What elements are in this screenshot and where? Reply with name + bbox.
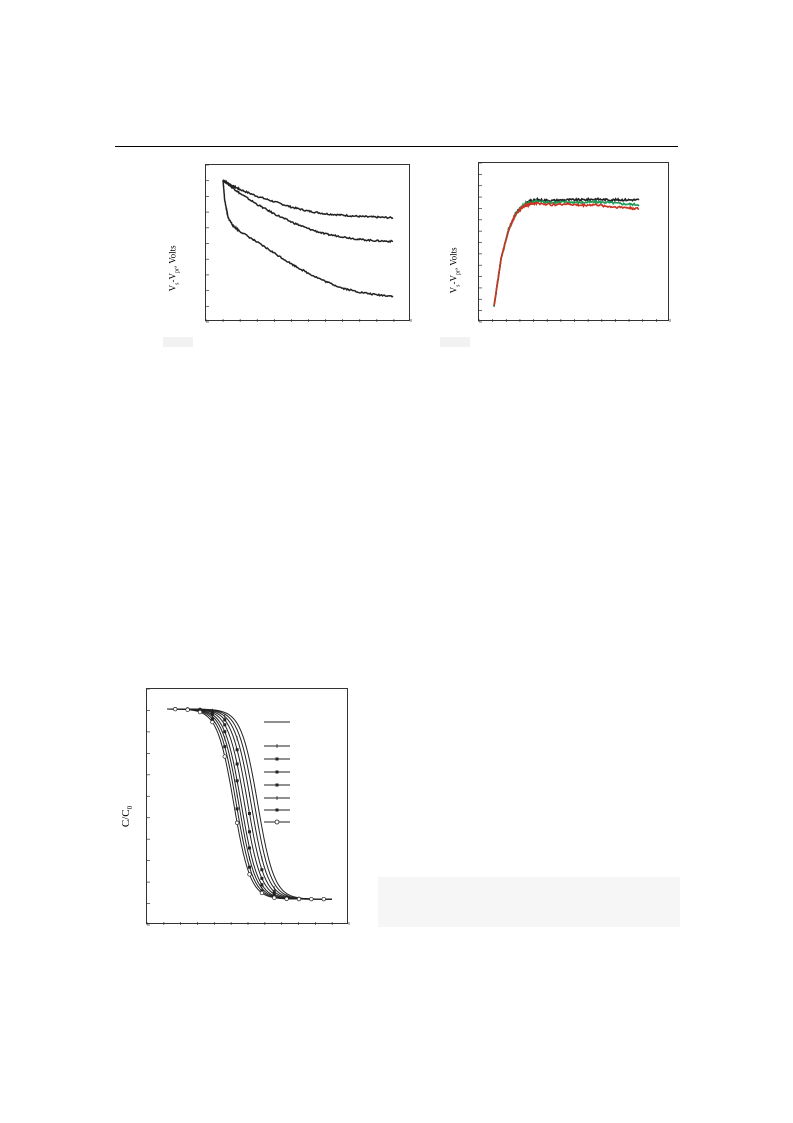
bottom-marker — [210, 719, 215, 725]
bottom-marker — [248, 846, 251, 850]
bottom-marker — [185, 707, 190, 712]
bottom-marker — [272, 890, 276, 894]
bottom-marker — [197, 709, 203, 715]
bottom-marker — [210, 711, 214, 715]
bottom-series-line — [166, 708, 333, 900]
bottom-marker — [173, 707, 178, 712]
bottom-marker — [248, 865, 251, 869]
bottom-marker — [247, 872, 252, 877]
bottom-series-line — [166, 708, 333, 900]
figure-top-left — [205, 164, 412, 323]
bottom-marker — [222, 754, 227, 759]
bottom-marker — [223, 718, 227, 722]
caption-placeholder — [378, 877, 680, 927]
legend-marker — [274, 819, 280, 825]
bottom-marker — [309, 896, 314, 902]
plot-top-left-svg — [205, 164, 412, 323]
bottom-marker — [210, 717, 214, 721]
y-axis-label-top-right: Vs-Vpr, Volts — [448, 247, 462, 294]
bottom-marker — [321, 896, 326, 902]
legend-marker — [275, 770, 279, 774]
y-axis-label-top-left: Vs-Vpr, Volts — [167, 245, 181, 292]
bottom-marker — [223, 730, 227, 734]
bottom-marker — [260, 876, 264, 880]
legend-marker — [275, 783, 279, 787]
bottom-marker — [259, 890, 265, 896]
bottom-marker — [235, 807, 239, 811]
bottom-series-line — [166, 708, 333, 900]
bottom-series-line — [166, 708, 333, 900]
bottom-marker — [235, 779, 239, 783]
top-left-series-line — [222, 179, 394, 220]
top-right-series-line — [493, 201, 640, 306]
plot-top-right-svg — [478, 162, 671, 323]
bottom-series-line — [166, 708, 333, 900]
legend-marker — [275, 808, 279, 812]
figure-label-placeholder-left — [163, 337, 193, 347]
plot-bottom-svg — [146, 688, 350, 926]
top-right-series-line — [493, 198, 640, 307]
bottom-marker — [223, 723, 227, 727]
bottom-series-line — [166, 708, 333, 900]
bottom-marker — [235, 762, 239, 766]
bottom-marker — [223, 745, 227, 749]
bottom-marker — [296, 896, 302, 902]
bottom-marker — [272, 892, 276, 896]
bottom-series-line — [166, 708, 333, 900]
bottom-marker — [234, 820, 240, 825]
bottom-series-line — [166, 708, 333, 900]
bottom-marker — [272, 895, 277, 900]
bottom-marker — [260, 868, 264, 872]
header-rule — [115, 146, 678, 147]
figure-bottom — [146, 688, 350, 926]
bottom-marker — [235, 748, 239, 752]
bottom-marker — [248, 812, 251, 816]
y-axis-label-bottom: C/C0 — [119, 805, 135, 828]
bottom-marker — [248, 830, 251, 834]
bottom-marker — [260, 883, 264, 887]
top-left-series-line — [222, 179, 394, 298]
bottom-series-line — [166, 708, 333, 900]
figure-top-right — [478, 162, 671, 323]
figure-label-placeholder-right — [440, 337, 470, 347]
top-left-series-line — [222, 179, 394, 244]
legend-marker — [275, 757, 279, 761]
bottom-marker — [284, 896, 289, 901]
